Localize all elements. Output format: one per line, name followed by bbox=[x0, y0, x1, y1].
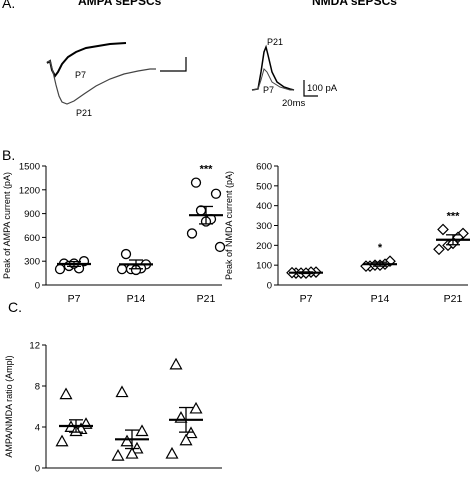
data-point bbox=[169, 357, 183, 370]
y-tick-label: 8 bbox=[35, 382, 40, 393]
y-tick-label: 200 bbox=[256, 241, 272, 252]
y-tick-label: 500 bbox=[256, 181, 272, 192]
data-point bbox=[59, 387, 73, 400]
nmda-trace-p7 bbox=[251, 68, 294, 91]
y-tick-label: 600 bbox=[24, 233, 40, 244]
y-tick-label: 0 bbox=[35, 281, 40, 292]
ampa-header: AMPA sEPSCs bbox=[78, 0, 162, 8]
ampa-trace-label-p21: P21 bbox=[76, 108, 92, 118]
data-point bbox=[437, 223, 449, 236]
nmda-header: NMDA sEPSCs bbox=[312, 0, 397, 8]
data-point bbox=[111, 448, 125, 461]
panel-b-letter: B. bbox=[2, 147, 15, 163]
data-point bbox=[433, 243, 445, 256]
y-tick-label: 1200 bbox=[19, 185, 40, 196]
y-tick-label: 300 bbox=[256, 221, 272, 232]
y-tick-label: 300 bbox=[24, 257, 40, 268]
nmda-trace-label-p21: P21 bbox=[267, 37, 283, 47]
nmda-trace-p21 bbox=[251, 44, 295, 91]
category-label: P14 bbox=[127, 293, 146, 305]
ampa-trace-p21 bbox=[46, 60, 156, 105]
nmda-scale-bar bbox=[303, 80, 318, 97]
data-point bbox=[135, 424, 149, 437]
y-tick-label: 100 bbox=[256, 261, 272, 272]
chart-nmda-peak: 0 100 200 300 400 500 600 Peak of NMDA current … bbox=[224, 162, 470, 305]
y-axis-title: Peak of AMPA current (pA) bbox=[2, 172, 12, 279]
y-tick-label: 0 bbox=[35, 464, 40, 475]
category-label: P7 bbox=[68, 293, 81, 305]
ampa-scale-bar bbox=[160, 57, 187, 72]
chart-ampa-nmda-ratio: 0 4 8 12 AMPA/NMDA ratio (Ampl) bbox=[4, 341, 222, 475]
ampa-trace-p7 bbox=[46, 42, 127, 78]
data-point bbox=[120, 248, 132, 260]
data-point bbox=[186, 228, 198, 239]
data-point bbox=[210, 188, 222, 199]
data-point bbox=[120, 434, 134, 447]
y-axis-title: AMPA/NMDA ratio (Ampl) bbox=[4, 355, 14, 457]
y-tick-label: 1500 bbox=[19, 162, 40, 173]
scale-label-time: 20ms bbox=[282, 98, 305, 109]
data-point bbox=[125, 446, 139, 459]
category-label: P7 bbox=[300, 293, 313, 305]
nmda-trace-label-p7: P7 bbox=[263, 85, 274, 95]
data-point bbox=[165, 446, 179, 459]
chart-ampa-peak: 0 300 600 900 1200 1500 Peak of AMPA current (… bbox=[2, 162, 226, 305]
data-point bbox=[54, 263, 66, 275]
y-axis-title: Peak of NMDA current (pA) bbox=[224, 171, 234, 280]
category-label: P21 bbox=[197, 293, 216, 305]
data-point bbox=[115, 385, 129, 398]
data-point bbox=[179, 433, 193, 446]
panel-a: A. AMPA sEPSCs NMDA sEPSCs P7 P21 P21 P7… bbox=[2, 0, 397, 118]
category-label: P14 bbox=[371, 293, 390, 305]
data-point bbox=[214, 241, 226, 253]
data-point bbox=[55, 434, 69, 447]
y-tick-label: 900 bbox=[24, 209, 40, 220]
y-tick-label: 600 bbox=[256, 162, 272, 173]
data-point bbox=[190, 177, 202, 188]
scale-label-current: 100 pA bbox=[307, 83, 338, 94]
ampa-trace-label-p7: P7 bbox=[75, 70, 86, 80]
category-label: P21 bbox=[444, 293, 463, 305]
y-tick-label: 12 bbox=[29, 341, 40, 352]
y-tick-label: 4 bbox=[35, 423, 40, 434]
significance-label: *** bbox=[447, 210, 461, 222]
data-point bbox=[189, 401, 203, 414]
y-tick-label: 0 bbox=[267, 281, 272, 292]
data-point bbox=[116, 263, 128, 275]
panel-c-letter: C. bbox=[8, 299, 22, 315]
data-point bbox=[195, 205, 207, 216]
panel-a-letter: A. bbox=[2, 0, 15, 11]
y-tick-label: 400 bbox=[256, 201, 272, 212]
significance-label: *** bbox=[200, 164, 214, 176]
significance-label: * bbox=[378, 242, 383, 254]
